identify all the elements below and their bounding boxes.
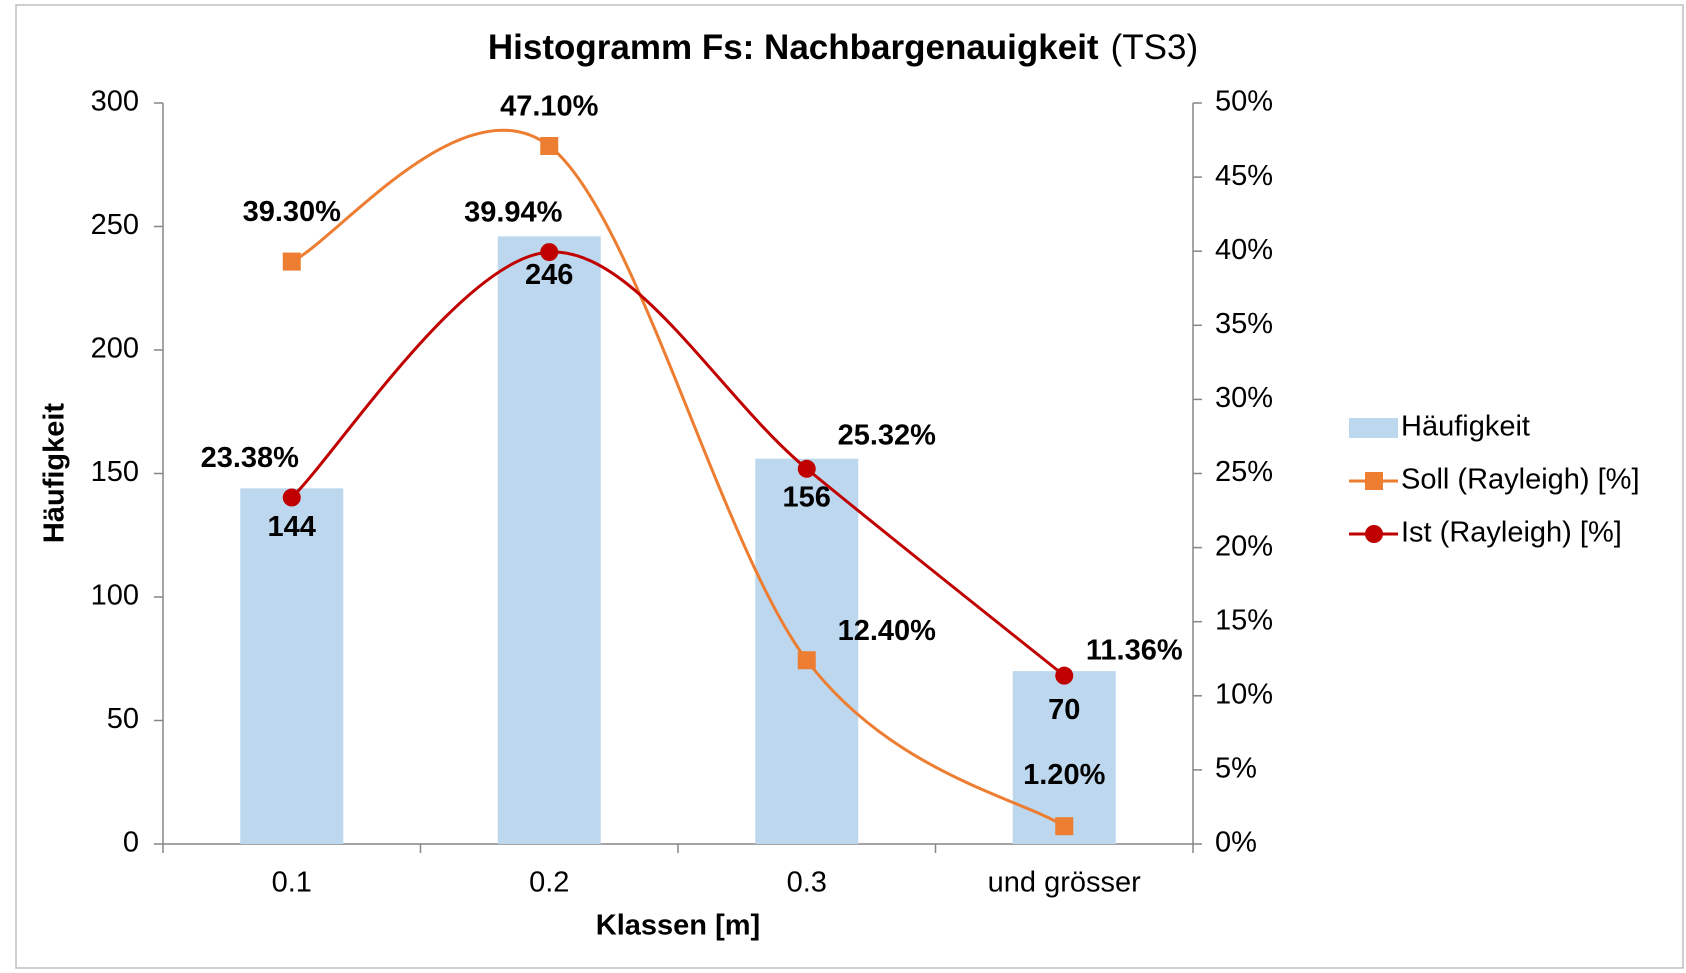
data-label: 12.40% <box>838 615 937 647</box>
data-label: 70 <box>1048 694 1080 726</box>
marker <box>540 243 559 262</box>
y2-tick-label: 20% <box>1215 530 1273 562</box>
y2-tick-label: 15% <box>1215 604 1273 636</box>
y-tick-label: 250 <box>91 209 139 241</box>
marker <box>797 459 816 478</box>
legend-label: Ist (Rayleigh) [%] <box>1401 517 1622 549</box>
x-tick-label: 0.3 <box>787 867 827 899</box>
y-tick-label: 300 <box>91 86 139 118</box>
y2-tick-label: 50% <box>1215 86 1273 118</box>
y-tick-label: 100 <box>91 580 139 612</box>
data-label: 39.30% <box>243 196 342 228</box>
data-label: 156 <box>783 481 831 513</box>
data-label: 246 <box>525 259 573 291</box>
chart-subtitle: (TS3) <box>1111 28 1199 67</box>
x-tick-label: und grösser <box>988 867 1141 899</box>
y2-tick-label: 5% <box>1215 753 1257 785</box>
legend-label: Häufigkeit <box>1401 411 1530 443</box>
x-tick-label: 0.2 <box>529 867 569 899</box>
bar <box>240 488 344 844</box>
legend-marker <box>1365 472 1383 490</box>
marker <box>540 136 559 155</box>
marker <box>1055 666 1074 685</box>
legend-label: Soll (Rayleigh) [%] <box>1401 464 1640 496</box>
y-tick-label: 50 <box>107 703 139 735</box>
chart-title-group: Histogramm Fs: Nachbargenauigkeit (TS3) <box>488 28 1198 67</box>
legend-marker <box>1365 525 1383 543</box>
y2-tick-label: 35% <box>1215 308 1273 340</box>
y2-tick-label: 0% <box>1215 827 1257 859</box>
marker <box>282 252 301 271</box>
data-label: 1.20% <box>1023 759 1105 791</box>
y-tick-label: 150 <box>91 456 139 488</box>
x-tick-label: 0.1 <box>272 867 312 899</box>
y2-tick-label: 25% <box>1215 456 1273 488</box>
y2-tick-label: 10% <box>1215 678 1273 710</box>
y2-tick-label: 30% <box>1215 382 1273 414</box>
data-label: 11.36% <box>1086 634 1183 666</box>
marker <box>1055 817 1074 836</box>
legend-swatch <box>1349 418 1398 438</box>
line <box>290 250 1066 677</box>
chart-title: Histogramm Fs: Nachbargenauigkeit <box>488 28 1099 67</box>
bar <box>497 236 601 844</box>
y-axis-title: Häufigkeit <box>39 403 71 544</box>
marker <box>797 651 816 670</box>
data-label: 144 <box>268 511 316 543</box>
y2-tick-label: 45% <box>1215 160 1273 192</box>
x-axis-title: Klassen [m] <box>596 910 760 942</box>
line <box>291 128 1066 828</box>
data-label: 39.94% <box>464 197 563 229</box>
y-tick-label: 200 <box>91 333 139 365</box>
data-label: 25.32% <box>838 419 937 451</box>
data-label: 23.38% <box>201 442 300 474</box>
data-label: 47.10% <box>500 91 599 123</box>
y-tick-label: 0 <box>123 827 139 859</box>
marker <box>282 488 301 507</box>
y2-tick-label: 40% <box>1215 234 1273 266</box>
bar <box>1012 671 1116 844</box>
